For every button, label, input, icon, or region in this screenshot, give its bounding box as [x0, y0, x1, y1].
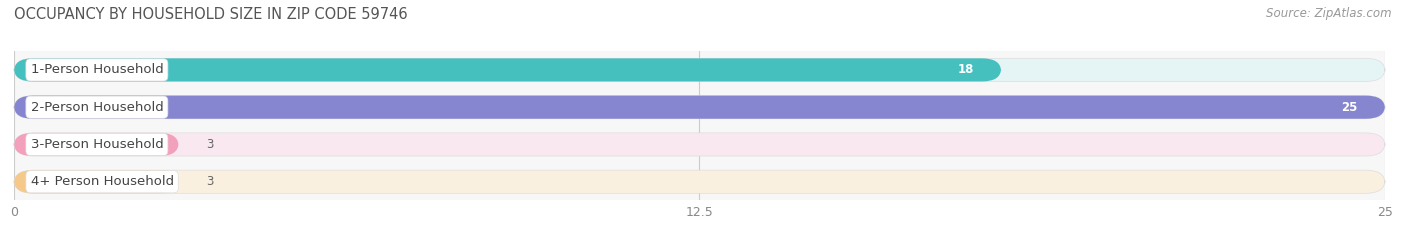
Text: 3: 3 [207, 175, 214, 188]
FancyBboxPatch shape [14, 170, 179, 193]
Text: 1-Person Household: 1-Person Household [31, 63, 163, 76]
FancyBboxPatch shape [14, 96, 1385, 119]
FancyBboxPatch shape [14, 170, 1385, 193]
Text: OCCUPANCY BY HOUSEHOLD SIZE IN ZIP CODE 59746: OCCUPANCY BY HOUSEHOLD SIZE IN ZIP CODE … [14, 7, 408, 22]
FancyBboxPatch shape [14, 58, 1001, 82]
FancyBboxPatch shape [14, 133, 179, 156]
FancyBboxPatch shape [14, 58, 1385, 82]
Text: 3: 3 [207, 138, 214, 151]
FancyBboxPatch shape [14, 133, 1385, 156]
Text: 25: 25 [1341, 101, 1358, 114]
Text: Source: ZipAtlas.com: Source: ZipAtlas.com [1267, 7, 1392, 20]
Text: 2-Person Household: 2-Person Household [31, 101, 163, 114]
Text: 3-Person Household: 3-Person Household [31, 138, 163, 151]
FancyBboxPatch shape [14, 96, 1385, 119]
Text: 4+ Person Household: 4+ Person Household [31, 175, 173, 188]
Text: 18: 18 [957, 63, 973, 76]
